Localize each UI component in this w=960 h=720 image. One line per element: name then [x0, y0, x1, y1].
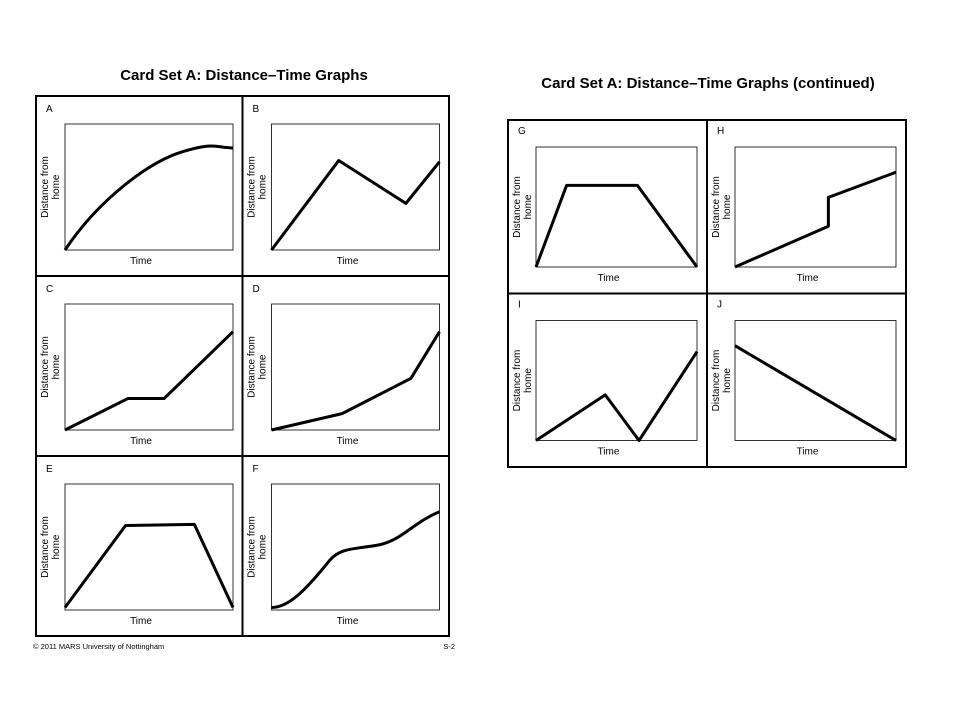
graph-line — [536, 352, 697, 441]
page-title: Card Set A: Distance–Time Graphs — [120, 67, 368, 84]
y-axis-label: home — [258, 354, 269, 379]
x-axis-label: Time — [337, 256, 359, 267]
graph-line — [735, 172, 896, 267]
x-axis-label: Time — [797, 273, 819, 284]
y-axis-label: Distance from — [247, 336, 258, 398]
card: E Time Distance from home — [40, 464, 233, 627]
graph-line — [735, 346, 896, 441]
card: H Time Distance from home — [711, 126, 896, 284]
page-title: Card Set A: Distance–Time Graphs (contin… — [541, 75, 874, 92]
y-axis-label: home — [523, 194, 534, 219]
plot-box — [64, 303, 234, 431]
y-axis-label: home — [523, 368, 534, 393]
graph-line — [272, 332, 440, 430]
y-axis-label: Distance from — [512, 350, 523, 412]
card: A Time Distance from home — [40, 104, 234, 267]
card: G Time Distance from home — [512, 126, 697, 284]
y-axis-label: home — [51, 534, 62, 559]
plot — [272, 512, 440, 608]
graph-line — [272, 161, 440, 250]
x-axis-label: Time — [130, 616, 152, 627]
card-label: A — [46, 104, 53, 115]
plot — [735, 172, 896, 267]
plot-box — [64, 483, 234, 611]
graph-line — [536, 185, 697, 267]
page-number: S-2 — [443, 642, 455, 651]
card-label: J — [717, 300, 722, 311]
card: D Time Distance from home — [247, 284, 440, 447]
card: J Time Distance from home — [711, 300, 896, 458]
y-axis-label: Distance from — [40, 516, 51, 578]
y-axis-label: home — [722, 194, 733, 219]
card: I Time Distance from home — [512, 300, 697, 458]
x-axis-label: Time — [797, 447, 819, 458]
graph-line — [272, 512, 440, 608]
y-axis-label: Distance from — [512, 176, 523, 238]
y-axis-label: home — [722, 368, 733, 393]
y-axis-label: Distance from — [711, 176, 722, 238]
plot — [65, 146, 233, 250]
plot — [272, 332, 440, 430]
card-label: E — [46, 464, 53, 475]
x-axis-label: Time — [598, 273, 620, 284]
y-axis-label: Distance from — [40, 156, 51, 218]
plot-box — [64, 123, 234, 251]
plot-box — [535, 320, 698, 441]
x-axis-label: Time — [337, 436, 359, 447]
card-label: I — [518, 300, 521, 311]
graph-line — [65, 332, 233, 430]
card-label: F — [253, 464, 259, 475]
plot-box — [734, 320, 897, 441]
plot — [536, 185, 697, 267]
copyright: © 2011 MARS University of Nottingham — [33, 642, 164, 651]
plot-box — [271, 123, 440, 251]
y-axis-label: Distance from — [247, 156, 258, 218]
graph-line — [65, 146, 233, 250]
card-label: D — [253, 284, 260, 295]
y-axis-label: home — [258, 534, 269, 559]
card: C Time Distance from home — [40, 284, 233, 447]
y-axis-label: Distance from — [711, 350, 722, 412]
plot — [536, 352, 697, 441]
y-axis-label: home — [51, 174, 62, 199]
x-axis-label: Time — [130, 256, 152, 267]
plot-box — [271, 483, 440, 611]
card-label: G — [518, 126, 526, 137]
plot — [65, 524, 233, 607]
x-axis-label: Time — [337, 616, 359, 627]
card: B Time Distance from home — [247, 104, 440, 267]
card-label: H — [717, 126, 724, 137]
y-axis-label: home — [51, 354, 62, 379]
plot-box — [535, 146, 698, 268]
y-axis-label: Distance from — [247, 516, 258, 578]
card-label: C — [46, 284, 53, 295]
plot-box — [734, 146, 897, 268]
x-axis-label: Time — [130, 436, 152, 447]
y-axis-label: home — [258, 174, 269, 199]
plot — [65, 332, 233, 430]
card: F Time Distance from home — [247, 464, 440, 627]
y-axis-label: Distance from — [40, 336, 51, 398]
plot — [272, 161, 440, 250]
card-label: B — [253, 104, 260, 115]
plot — [735, 346, 896, 441]
graph-line — [65, 524, 233, 607]
x-axis-label: Time — [598, 447, 620, 458]
plot-box — [271, 303, 440, 431]
